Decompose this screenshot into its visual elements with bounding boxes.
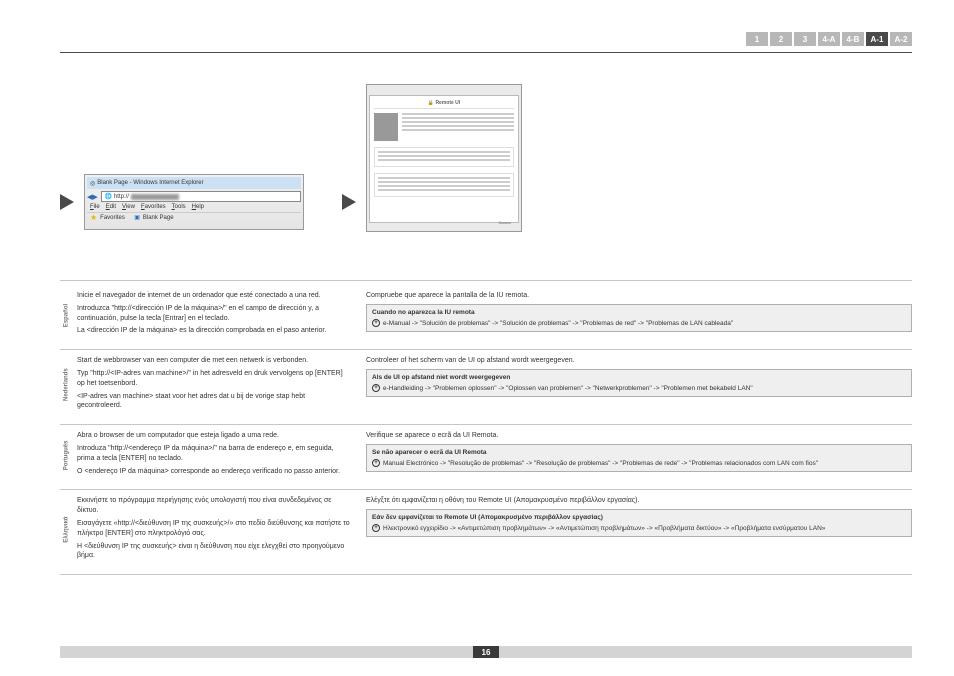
menu-edit[interactable]: Edit: [106, 204, 116, 210]
text: Εκκινήστε το πρόγραμμα περιήγησης ενός υ…: [77, 496, 350, 516]
note-box-nl: Als de UI op afstand niet wordt weergege…: [366, 369, 912, 397]
text: Abra o browser de um computador que este…: [77, 431, 350, 441]
section-nl: Nederlands Start de webbrowser van een c…: [60, 350, 912, 425]
note-ref: +Ηλεκτρονικό εγχειρίδιο -> «Αντιμετώπιση…: [372, 524, 906, 533]
text: Typ "http://<IP-adres van machine>/" in …: [77, 369, 350, 389]
lang-label-nl: Nederlands: [60, 354, 73, 416]
brand-logo: Canon: [499, 220, 511, 225]
section-pt: Português Abra o browser de um computado…: [60, 425, 912, 490]
text: Inicie el navegador de internet de un or…: [77, 291, 350, 301]
es-right: Compruebe que aparece la pantalla de la …: [358, 289, 912, 341]
text: Controleer of het scherm van de UI op af…: [366, 356, 912, 366]
address-bar[interactable]: 🌐 http://: [101, 191, 301, 202]
section-es: Español Inicie el navegador de internet …: [60, 285, 912, 350]
arrow-icon: [342, 194, 356, 210]
device-thumb: [374, 113, 398, 141]
language-sections: Español Inicie el navegador de internet …: [60, 285, 912, 575]
nl-left: Start de webbrowser van een computer die…: [73, 354, 358, 416]
text: Η <διεύθυνση IP της συσκευής> είναι η δι…: [77, 542, 350, 562]
star-icon: ★: [90, 213, 97, 222]
browser-menu: File Edit View Favorites Tools Help: [87, 204, 301, 210]
note-ref: +e-Manual -> "Solución de problemas" -> …: [372, 319, 906, 328]
step-tabs: 1 2 3 4-A 4-B A-1 A-2: [746, 32, 912, 46]
tab-2[interactable]: 2: [770, 32, 792, 46]
plus-icon: +: [372, 459, 380, 467]
browser-address-row: ◀▶ 🌐 http://: [87, 191, 301, 202]
tab-4a[interactable]: 4-A: [818, 32, 840, 46]
page-number: 16: [473, 646, 499, 658]
divider-top: [60, 52, 912, 53]
browser-title: ◎Blank Page - Windows Internet Explorer: [87, 177, 301, 189]
tab-a2[interactable]: A-2: [890, 32, 912, 46]
pt-left: Abra o browser de um computador que este…: [73, 429, 358, 481]
illustration-row: ◎Blank Page - Windows Internet Explorer …: [60, 128, 912, 276]
remote-ui-screenshot: 🔒 Remote UI Canon: [366, 84, 522, 232]
pt-right: Verifique se aparece o ecrã da UI Remota…: [358, 429, 912, 481]
note-title: Cuando no aparezca la IU remota: [372, 308, 906, 317]
el-right: Ελέγξτε ότι εμφανίζεται η οθόνη του Remo…: [358, 494, 912, 566]
page-footer-bar: 16: [60, 646, 912, 658]
note-ref: +e-Handleiding -> "Problemen oplossen" -…: [372, 384, 906, 393]
lang-label-pt: Português: [60, 429, 73, 481]
el-left: Εκκινήστε το πρόγραμμα περιήγησης ενός υ…: [73, 494, 358, 566]
tab-a1[interactable]: A-1: [866, 32, 888, 46]
divider-mid: [60, 280, 912, 281]
plus-icon: +: [372, 524, 380, 532]
text: Introduza "http://<endereço IP da máquin…: [77, 444, 350, 464]
text: Compruebe que aparece la pantalla de la …: [366, 291, 912, 301]
nl-right: Controleer of het scherm van de UI op af…: [358, 354, 912, 416]
text: Start de webbrowser van een computer die…: [77, 356, 350, 366]
note-title: Se não aparecer o ecrã da UI Remota: [372, 448, 906, 457]
note-box-pt: Se não aparecer o ecrã da UI Remota +Man…: [366, 444, 912, 472]
tab-1[interactable]: 1: [746, 32, 768, 46]
note-title: Als de UI op afstand niet wordt weergege…: [372, 373, 906, 382]
text: O <endereço IP da máquina> corresponde a…: [77, 467, 350, 477]
text: <IP-adres van machine> staat voor het ad…: [77, 392, 350, 412]
browser-favorites-bar: ★Favorites ▣ Blank Page: [87, 212, 301, 222]
es-left: Inicie el navegador de internet de un or…: [73, 289, 358, 341]
menu-view[interactable]: View: [122, 204, 135, 210]
note-box-es: Cuando no aparezca la IU remota +e-Manua…: [366, 304, 912, 332]
text: La <dirección IP de la máquina> es la di…: [77, 326, 350, 336]
menu-tools[interactable]: Tools: [172, 204, 186, 210]
text: Verifique se aparece o ecrã da UI Remota…: [366, 431, 912, 441]
plus-icon: +: [372, 319, 380, 327]
text: Εισαγάγετε «http://<διεύθυνση IP της συσ…: [77, 519, 350, 539]
menu-favorites[interactable]: Favorites: [141, 204, 166, 210]
menu-help[interactable]: Help: [192, 204, 204, 210]
plus-icon: +: [372, 384, 380, 392]
browser-screenshot: ◎Blank Page - Windows Internet Explorer …: [84, 174, 304, 230]
note-title: Εάν δεν εμφανίζεται το Remote UI (Απομακ…: [372, 513, 906, 522]
tab-4b[interactable]: 4-B: [842, 32, 864, 46]
lang-label-es: Español: [60, 289, 73, 341]
lang-label-el: Ελληνικά: [60, 494, 73, 566]
text: Introduzca "http://<dirección IP de la m…: [77, 304, 350, 324]
note-box-el: Εάν δεν εμφανίζεται το Remote UI (Απομακ…: [366, 509, 912, 537]
note-ref: +Manual Electrónico -> "Resolução de pro…: [372, 459, 906, 468]
arrow-icon: [60, 194, 74, 210]
section-el: Ελληνικά Εκκινήστε το πρόγραμμα περιήγησ…: [60, 490, 912, 575]
remote-ui-title: 🔒 Remote UI: [374, 100, 514, 109]
menu-file[interactable]: File: [90, 204, 100, 210]
text: Ελέγξτε ότι εμφανίζεται η οθόνη του Remo…: [366, 496, 912, 506]
tab-3[interactable]: 3: [794, 32, 816, 46]
